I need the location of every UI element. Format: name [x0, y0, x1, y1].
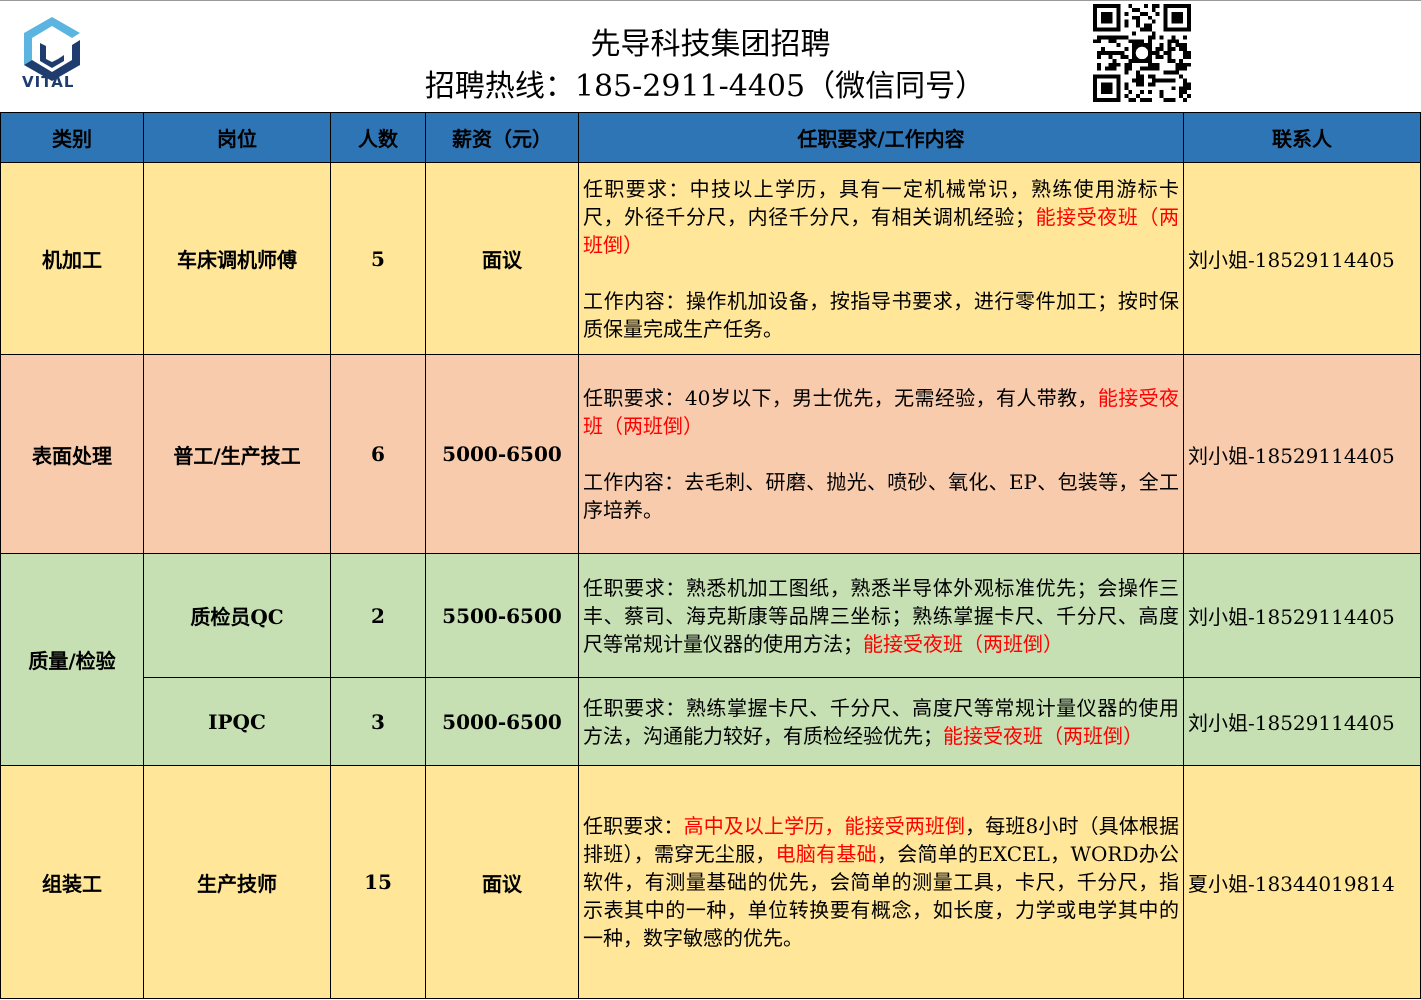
- logo-text: VITAL: [22, 73, 75, 91]
- table-row: 组装工 生产技师 15 面议 任职要求：高中及以上学历，能接受两班倒，每班8小时…: [0, 765, 1421, 999]
- contact: 刘小姐-18529114405: [1183, 354, 1421, 554]
- highlight-text: 能接受夜班（两班倒）: [583, 204, 1179, 257]
- count: 15: [330, 765, 426, 999]
- wechat-qr-code-icon: [1093, 4, 1191, 102]
- salary: 5000-6500: [425, 677, 579, 766]
- body-text: ，会简单的EXCEL，WORD办公软件，有测量基础的优先，会简单的测量工具，卡尺…: [583, 842, 1180, 950]
- col-count: 人数: [330, 112, 426, 163]
- body-text: ，每班8小时（具体根据排班），需穿无尘服，: [583, 814, 1180, 866]
- page-title: 先导科技集团招聘: [590, 27, 831, 62]
- requirement-paragraph: 任职要求：熟悉机加工图纸，熟悉半导体外观标准优先；会操作三丰、蔡司、海克斯康等品…: [583, 574, 1179, 658]
- position: 普工/生产技工: [143, 354, 331, 554]
- contact: 夏小姐-18344019814: [1183, 765, 1421, 999]
- requirements: 任职要求：高中及以上学历，能接受两班倒，每班8小时（具体根据排班），需穿无尘服，…: [578, 765, 1184, 999]
- col-requirements: 任职要求/工作内容: [578, 112, 1184, 163]
- count: 6: [330, 354, 426, 554]
- position: 质检员QC: [143, 553, 331, 678]
- contact: 刘小姐-18529114405: [1183, 677, 1421, 766]
- requirement-paragraph: 工作内容：操作机加设备，按指导书要求，进行零件加工；按时保质保量完成生产任务。: [583, 287, 1179, 343]
- col-salary: 薪资（元）: [425, 112, 579, 163]
- body-text: 任职要求：: [583, 814, 684, 838]
- requirements: 任职要求：熟悉机加工图纸，熟悉半导体外观标准优先；会操作三丰、蔡司、海克斯康等品…: [578, 553, 1184, 678]
- body-text: 任职要求：熟练掌握卡尺、千分尺、高度尺等常规计量仪器的使用方法，沟通能力较好，有…: [583, 695, 1179, 748]
- position: 车床调机师傅: [143, 162, 331, 355]
- requirement-paragraph: 任职要求：中技以上学历，具有一定机械常识，熟练使用游标卡尺，外径千分尺，内径千分…: [583, 175, 1179, 259]
- body-text: 工作内容：去毛刺、研磨、抛光、喷砂、氧化、EP、包装等，全工序培养。: [583, 470, 1179, 522]
- vital-logo-icon: [24, 17, 80, 81]
- salary: 面议: [425, 765, 579, 999]
- body-text: 任职要求：中技以上学历，具有一定机械常识，熟练使用游标卡尺，外径千分尺，内径千分…: [583, 176, 1179, 229]
- category: 机加工: [0, 162, 144, 355]
- category: 质量/检验: [0, 553, 144, 766]
- table-header-row: 类别 岗位 人数 薪资（元） 任职要求/工作内容 联系人: [0, 112, 1421, 163]
- body-text: 任职要求：熟悉机加工图纸，熟悉半导体外观标准优先；会操作三丰、蔡司、海克斯康等品…: [583, 575, 1179, 656]
- col-category: 类别: [0, 112, 144, 163]
- highlight-text: 能接受夜班（两班倒）: [863, 631, 1063, 656]
- table-row: IPQC 3 5000-6500 任职要求：熟练掌握卡尺、千分尺、高度尺等常规计…: [1, 677, 1421, 766]
- highlight-text: 高中及以上学历，能接受两班倒: [683, 814, 966, 838]
- highlight-text: 能接受夜班（两班倒）: [583, 386, 1180, 438]
- col-contact: 联系人: [1183, 112, 1421, 163]
- requirements: 任职要求：中技以上学历，具有一定机械常识，熟练使用游标卡尺，外径千分尺，内径千分…: [578, 162, 1184, 355]
- category: 表面处理: [0, 354, 144, 554]
- requirements: 任职要求：熟练掌握卡尺、千分尺、高度尺等常规计量仪器的使用方法，沟通能力较好，有…: [578, 677, 1184, 766]
- count: 5: [330, 162, 426, 355]
- highlight-text: 能接受夜班（两班倒）: [943, 723, 1143, 748]
- position: 生产技师: [143, 765, 331, 999]
- requirements: 任职要求：40岁以下，男士优先，无需经验，有人带教，能接受夜班（两班倒） 工作内容…: [578, 354, 1184, 554]
- salary: 5500-6500: [425, 553, 579, 678]
- count: 3: [330, 677, 426, 766]
- count: 2: [330, 553, 426, 678]
- category: 组装工: [0, 765, 144, 999]
- col-position: 岗位: [143, 112, 331, 163]
- jobs-table: 类别 岗位 人数 薪资（元） 任职要求/工作内容 联系人 机加工 车床调机师傅 …: [0, 112, 1421, 999]
- table-row: 机加工 车床调机师傅 5 面议 任职要求：中技以上学历，具有一定机械常识，熟练使…: [0, 162, 1421, 355]
- requirement-paragraph: 任职要求：高中及以上学历，能接受两班倒，每班8小时（具体根据排班），需穿无尘服，…: [583, 812, 1179, 952]
- requirement-paragraph: 任职要求：40岁以下，男士优先，无需经验，有人带教，能接受夜班（两班倒）: [583, 384, 1179, 440]
- table-row: 质量/检验 质检员QC 2 5500-6500 任职要求：熟悉机加工图纸，熟悉半…: [0, 553, 1421, 766]
- requirement-paragraph: 工作内容：去毛刺、研磨、抛光、喷砂、氧化、EP、包装等，全工序培养。: [583, 468, 1179, 524]
- contact: 刘小姐-18529114405: [1183, 553, 1421, 678]
- body-text: 任职要求：40岁以下，男士优先，无需经验，有人带教，: [583, 386, 1098, 410]
- salary: 面议: [425, 162, 579, 355]
- requirement-paragraph: 任职要求：熟练掌握卡尺、千分尺、高度尺等常规计量仪器的使用方法，沟通能力较好，有…: [583, 694, 1179, 750]
- page-header: VITAL 先导科技集团招聘 招聘热线：185-2911-4405（微信同号）: [0, 0, 1421, 112]
- paragraph-gap: [583, 259, 1179, 287]
- table-row: 表面处理 普工/生产技工 6 5000-6500 任职要求：40岁以下，男士优先…: [0, 354, 1421, 554]
- paragraph-gap: [583, 440, 1179, 468]
- highlight-text: 电脑有基础: [775, 842, 877, 866]
- salary: 5000-6500: [425, 354, 579, 554]
- hotline: 招聘热线：185-2911-4405（微信同号）: [424, 69, 986, 104]
- contact: 刘小姐-18529114405: [1183, 162, 1421, 355]
- position: IPQC: [143, 677, 331, 766]
- body-text: 工作内容：操作机加设备，按指导书要求，进行零件加工；按时保质保量完成生产任务。: [583, 288, 1179, 341]
